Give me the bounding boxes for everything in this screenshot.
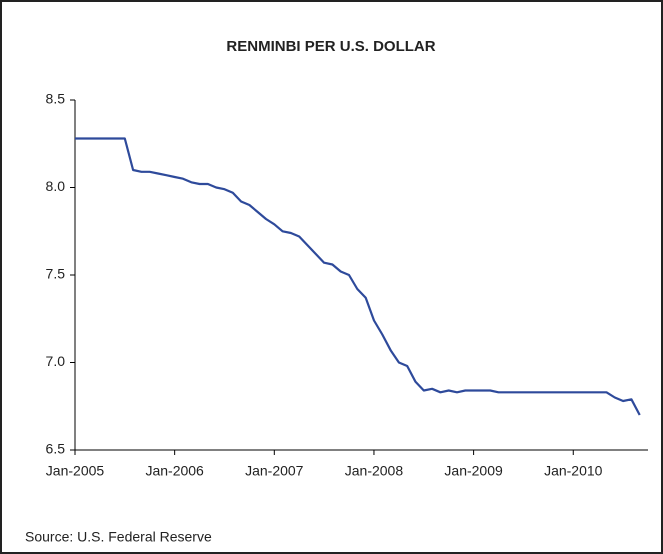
y-tick-label: 8.0	[46, 178, 66, 194]
y-tick-label: 6.5	[46, 441, 66, 457]
x-tick-label: Jan-2008	[345, 463, 404, 479]
x-tick-label: Jan-2006	[145, 463, 204, 479]
x-tick-label: Jan-2010	[544, 463, 603, 479]
y-tick-label: 7.0	[46, 353, 66, 369]
x-tick-label: Jan-2009	[444, 463, 503, 479]
source-note: Source: U.S. Federal Reserve	[25, 529, 212, 545]
chart-title: RENMINBI PER U.S. DOLLAR	[226, 38, 435, 55]
series-line	[75, 137, 641, 416]
y-tick-label: 7.5	[46, 266, 66, 282]
y-tick-label: 8.5	[46, 91, 66, 107]
x-tick-label: Jan-2005	[46, 463, 105, 479]
x-tick-label: Jan-2007	[245, 463, 304, 479]
